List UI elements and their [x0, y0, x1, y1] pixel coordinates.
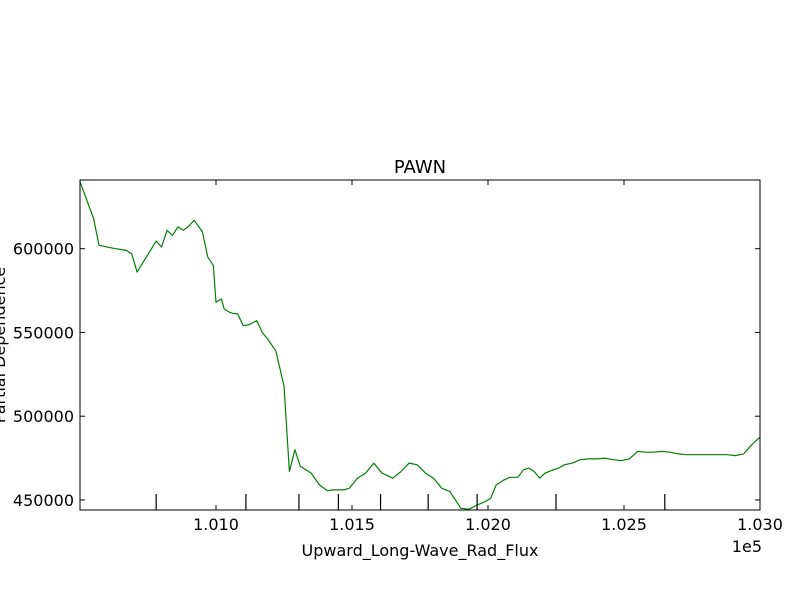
y-axis-label: Partial Dependence [0, 267, 9, 423]
axes-frame [79, 179, 761, 511]
x-tick-label: 1.025 [601, 515, 647, 534]
x-axis-offset-label: 1e5 [732, 537, 762, 556]
plot-area: 1.010 1.015 1.020 1.025 1.030 450000 500000 550… [13, 179, 783, 534]
y-tick-label: 450000 [13, 491, 74, 510]
series-line [79, 181, 761, 510]
x-tick-label: 1.030 [737, 515, 783, 534]
y-tick-label: 500000 [13, 407, 74, 426]
x-tick-label: 1.020 [465, 515, 511, 534]
chart-title: PAWN [394, 157, 446, 178]
x-tick-label: 1.015 [329, 515, 375, 534]
y-tick-label: 600000 [13, 240, 74, 259]
x-axis-label: Upward_Long-Wave_Rad_Flux [302, 541, 539, 561]
x-tick-label: 1.010 [193, 515, 239, 534]
y-tick-label: 550000 [13, 323, 74, 342]
